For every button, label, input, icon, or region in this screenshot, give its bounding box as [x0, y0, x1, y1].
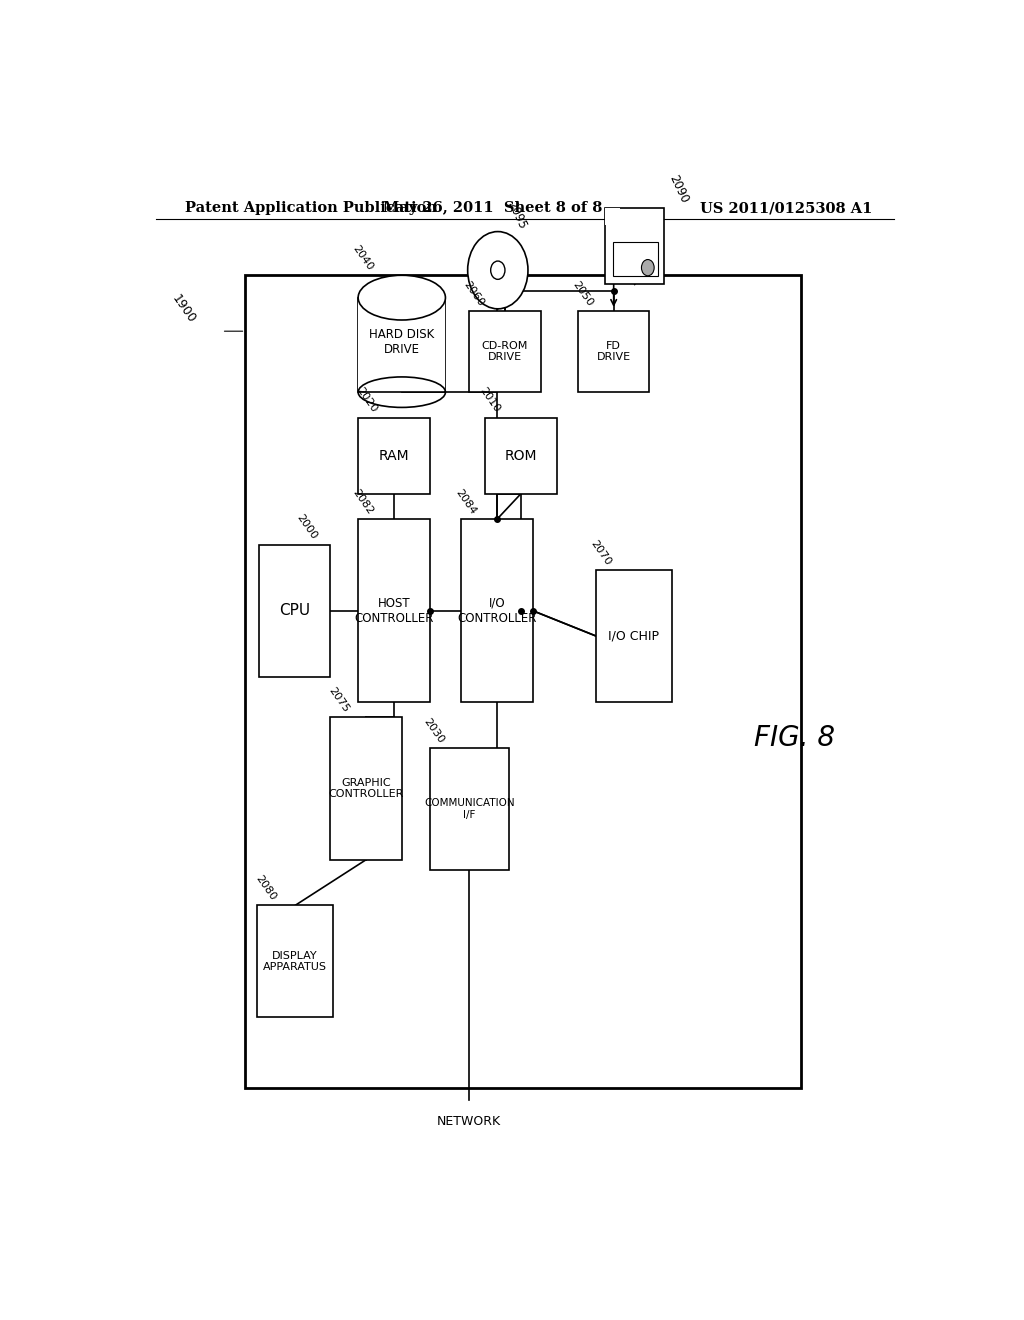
Bar [358, 297, 445, 392]
Text: 2075: 2075 [327, 685, 351, 714]
Text: 1900: 1900 [169, 293, 198, 326]
Bar [596, 570, 672, 702]
Circle shape [468, 231, 528, 309]
Bar [358, 417, 430, 494]
Text: FD
DRIVE: FD DRIVE [597, 341, 631, 362]
Bar [485, 417, 557, 494]
Text: 2084: 2084 [454, 487, 478, 516]
Text: 2070: 2070 [588, 539, 612, 568]
Bar [605, 209, 620, 224]
Bar [257, 906, 333, 1018]
Ellipse shape [358, 276, 445, 319]
Bar [469, 312, 541, 392]
Text: 2095: 2095 [504, 199, 528, 231]
Text: I/O CHIP: I/O CHIP [608, 630, 659, 643]
Text: HARD DISK
DRIVE: HARD DISK DRIVE [370, 327, 434, 356]
Bar [605, 209, 665, 284]
Bar [613, 242, 658, 276]
Text: US 2011/0125308 A1: US 2011/0125308 A1 [700, 201, 872, 215]
Text: 2082: 2082 [350, 487, 375, 516]
Text: 2050: 2050 [570, 279, 594, 308]
Bar [358, 519, 430, 702]
Text: 2080: 2080 [253, 874, 278, 903]
Bar [461, 519, 532, 702]
Text: 2000: 2000 [295, 512, 319, 541]
Text: RAM: RAM [379, 449, 410, 463]
Text: HOST
CONTROLLER: HOST CONTROLLER [354, 597, 433, 624]
Bar [331, 718, 401, 859]
Text: GRAPHIC
CONTROLLER: GRAPHIC CONTROLLER [329, 777, 403, 800]
Circle shape [490, 261, 505, 280]
Bar [606, 210, 620, 224]
Bar [430, 748, 509, 870]
Text: 2040: 2040 [350, 243, 375, 272]
Text: COMMUNICATION
I/F: COMMUNICATION I/F [424, 799, 515, 820]
Bar [578, 312, 649, 392]
Text: 2030: 2030 [422, 715, 446, 744]
Circle shape [641, 260, 654, 276]
Text: FIG. 8: FIG. 8 [754, 723, 836, 752]
Text: I/O
CONTROLLER: I/O CONTROLLER [458, 597, 537, 624]
Text: CPU: CPU [280, 603, 310, 618]
Text: NETWORK: NETWORK [437, 1115, 502, 1129]
Bar [358, 297, 445, 391]
Bar [259, 545, 331, 677]
Text: May 26, 2011  Sheet 8 of 8: May 26, 2011 Sheet 8 of 8 [383, 201, 603, 215]
Text: Patent Application Publication: Patent Application Publication [185, 201, 437, 215]
Text: 2020: 2020 [354, 385, 379, 414]
Text: DISPLAY
APPARATUS: DISPLAY APPARATUS [263, 950, 327, 972]
Bar [246, 276, 801, 1089]
Text: 2090: 2090 [667, 173, 691, 205]
Text: CD-ROM
DRIVE: CD-ROM DRIVE [481, 341, 528, 362]
Text: 2010: 2010 [477, 385, 502, 414]
Text: 2060: 2060 [461, 279, 485, 308]
Text: ROM: ROM [505, 449, 537, 463]
